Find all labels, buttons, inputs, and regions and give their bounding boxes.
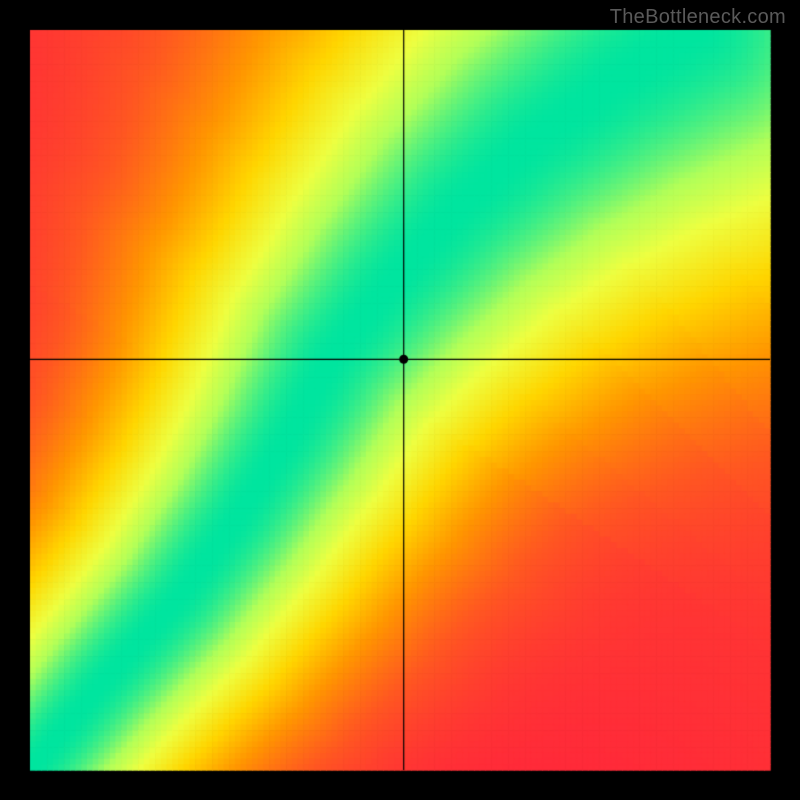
watermark-text: TheBottleneck.com (610, 6, 786, 29)
heatmap-canvas (0, 0, 800, 800)
chart-container: TheBottleneck.com (0, 0, 800, 800)
